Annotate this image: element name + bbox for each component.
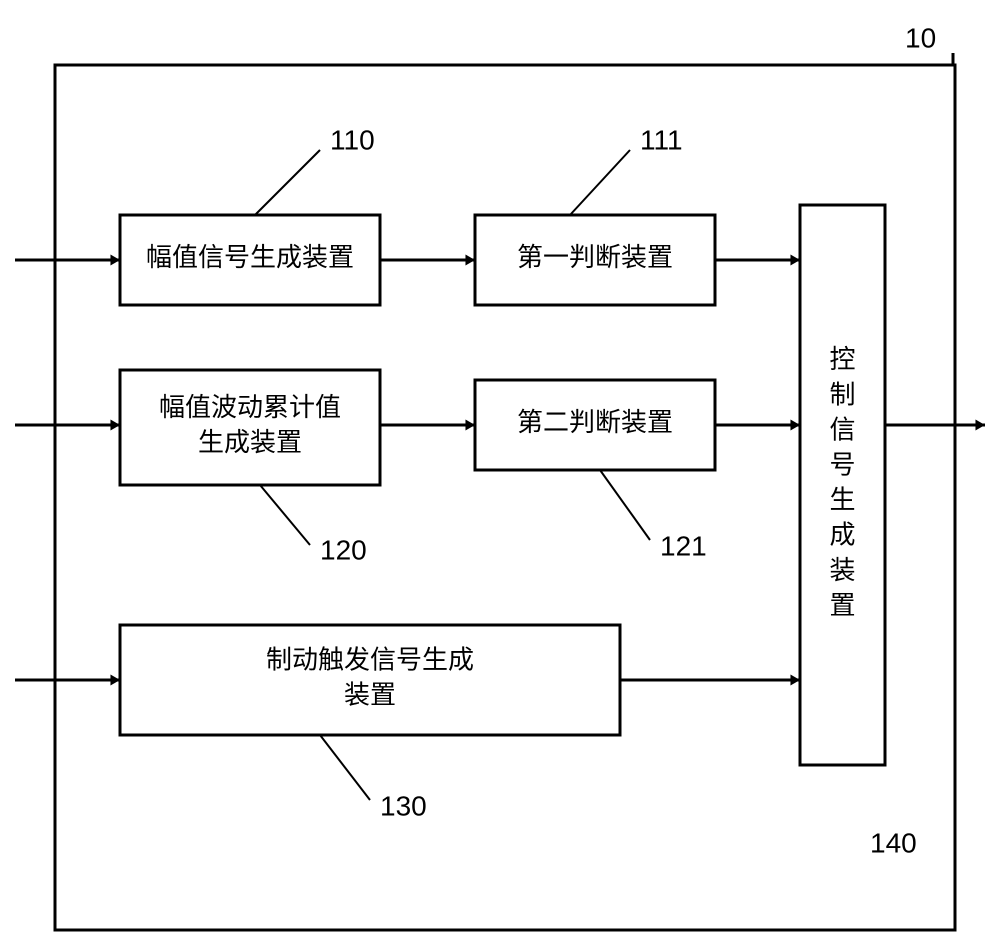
block-130: 制动触发信号生成装置 130 xyxy=(120,625,620,821)
block-111: 第一判断装置 111 xyxy=(475,124,715,305)
label-130: 制动触发信号生成装置 xyxy=(266,645,474,709)
ref-130: 130 xyxy=(380,790,427,821)
ref-121: 121 xyxy=(660,530,707,561)
ref-111: 111 xyxy=(640,124,683,155)
ref-140: 140 xyxy=(870,827,917,858)
ref-120: 120 xyxy=(320,534,367,565)
ref-10: 10 xyxy=(905,22,936,53)
block-121: 第二判断装置 121 xyxy=(475,380,715,561)
outer-box xyxy=(55,65,955,930)
ref-110: 110 xyxy=(330,124,375,155)
block-120: 幅值波动累计值生成装置 120 xyxy=(120,370,380,565)
block-140: 控制信号生成装置 140 xyxy=(800,205,917,858)
label-111: 第一判断装置 xyxy=(517,243,673,272)
label-120: 幅值波动累计值生成装置 xyxy=(159,393,341,457)
label-110: 幅值信号生成装置 xyxy=(146,243,354,272)
block-110: 幅值信号生成装置 110 xyxy=(120,124,380,305)
label-121: 第二判断装置 xyxy=(517,408,673,437)
label-140: 控制信号生成装置 xyxy=(829,345,855,620)
